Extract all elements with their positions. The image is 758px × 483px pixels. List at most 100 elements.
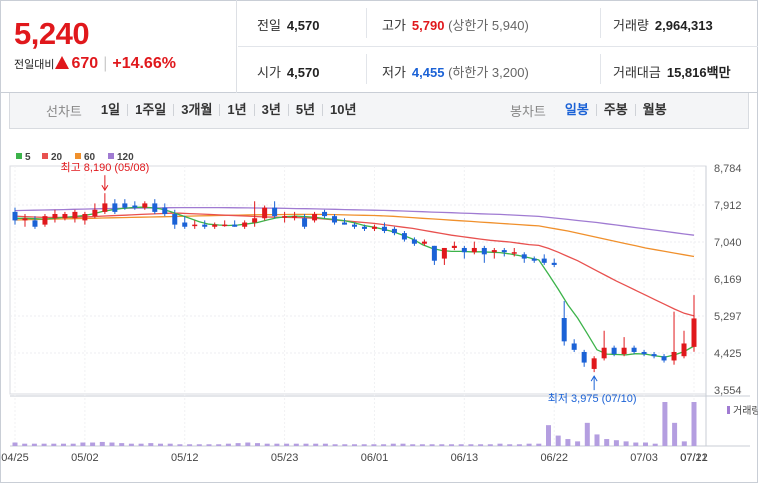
candle-body — [671, 351, 677, 361]
candle-body — [561, 318, 567, 342]
candle-monthly[interactable]: 월봉 — [642, 102, 667, 117]
volume-bar — [681, 441, 687, 446]
volume-bar — [390, 443, 396, 446]
candle-body — [162, 207, 168, 215]
legend-label: 120 — [117, 152, 134, 163]
ma20-line — [14, 212, 695, 317]
candle-body — [441, 247, 447, 259]
volume-bar — [342, 444, 348, 446]
candle-body — [42, 216, 48, 225]
candle-body — [491, 250, 497, 253]
candle-body — [232, 224, 238, 227]
candle-body — [421, 241, 427, 244]
volume-bar — [225, 443, 231, 446]
volume-bar — [332, 444, 338, 446]
legend-label: 20 — [51, 152, 63, 163]
change-label: 전일대비 — [14, 59, 55, 71]
volume-bar — [526, 443, 532, 446]
volume-bar — [594, 434, 600, 446]
legend-label: 5 — [25, 152, 31, 163]
x-tick-label: 05/23 — [271, 452, 299, 464]
legend-swatch — [75, 153, 81, 159]
candle-body — [641, 351, 647, 355]
ma60-line — [14, 213, 695, 258]
low-value: 4,455 — [411, 65, 445, 80]
high-value: 5,790 — [411, 18, 445, 33]
candle-body — [242, 222, 248, 227]
candle-body — [361, 226, 367, 229]
x-tick-label: 06/22 — [540, 452, 568, 464]
period-3y[interactable]: 3년 — [255, 103, 289, 116]
candle-body — [551, 262, 557, 265]
volume-bar — [555, 435, 561, 446]
prev-close-label: 전일 — [257, 18, 281, 33]
col-divider — [600, 8, 601, 38]
volume-bar — [22, 443, 28, 446]
candle-body — [501, 250, 507, 253]
volume-bar — [507, 444, 513, 446]
volume-bar — [633, 442, 639, 446]
volume-bar — [516, 444, 522, 446]
volume-bar — [584, 422, 590, 446]
candle-body — [182, 222, 188, 227]
prev-close-value: 4,570 — [286, 18, 320, 33]
period-1y[interactable]: 1년 — [220, 103, 255, 116]
candle-body — [152, 203, 158, 212]
volume-bar — [245, 442, 251, 446]
separator: | — [103, 55, 108, 72]
candle-body — [192, 224, 198, 227]
volume-bar — [381, 444, 387, 446]
candle-body — [481, 247, 487, 255]
candle-body — [282, 216, 288, 218]
volume-bar — [109, 442, 115, 446]
volume-bar — [41, 443, 47, 446]
period-10y[interactable]: 10년 — [330, 102, 357, 117]
candle-body — [132, 205, 138, 208]
volume-bar — [429, 444, 435, 446]
candle-body — [401, 233, 407, 240]
candle-chart-title: 봉차트 — [510, 103, 546, 119]
volume-bar — [264, 443, 270, 446]
up-triangle-icon — [55, 56, 70, 69]
chart-toolbar: 선차트 1일 1주일 3개월 1년 3년 5년 10년 봉차트 일봉 주봉 월봉 — [9, 93, 749, 129]
candle-body — [222, 224, 228, 227]
period-1d[interactable]: 1일 — [94, 103, 129, 116]
y-tick-label: 5,297 — [714, 311, 742, 323]
high-arrow-head — [101, 184, 109, 192]
period-5y[interactable]: 5년 — [289, 103, 324, 116]
candle-body — [332, 216, 338, 223]
candle-body — [92, 209, 98, 217]
volume-bar — [565, 439, 571, 446]
ma5-line — [15, 206, 695, 358]
volume-bar — [691, 402, 697, 446]
volume-bar — [303, 443, 309, 446]
candle-body — [112, 203, 118, 212]
candle-daily[interactable]: 일봉 — [558, 103, 597, 116]
candle-body — [352, 224, 357, 227]
upper-limit: (상한가 5,940) — [448, 18, 529, 33]
candle-body — [451, 245, 457, 248]
volume-bar — [458, 444, 464, 446]
volume-label: 거래량 — [613, 18, 649, 33]
volume-bar — [352, 444, 357, 446]
candle-body — [52, 214, 58, 219]
lower-limit: (하한가 3,200) — [448, 65, 529, 80]
candle-body — [142, 203, 148, 208]
x-tick-label: 06/01 — [361, 452, 389, 464]
candle-body — [521, 254, 527, 259]
open-value: 4,570 — [286, 65, 320, 80]
candle-body — [302, 218, 308, 227]
x-tick-label: 04/25 — [1, 452, 29, 464]
volume-bar — [439, 444, 445, 446]
period-3m[interactable]: 3개월 — [174, 103, 221, 116]
volume-bar — [148, 443, 154, 446]
period-1w[interactable]: 1주일 — [128, 103, 175, 116]
candle-weekly[interactable]: 주봉 — [597, 103, 636, 116]
quote-panel: 5,240 전일대비 670 | +14.66% 전일 4,570 고가 5,790 (상… — [0, 0, 758, 93]
candle-body — [611, 347, 617, 355]
candle-body — [391, 228, 397, 234]
volume-bar — [652, 443, 658, 446]
volume-bar — [449, 444, 454, 446]
row-divider — [238, 46, 758, 47]
